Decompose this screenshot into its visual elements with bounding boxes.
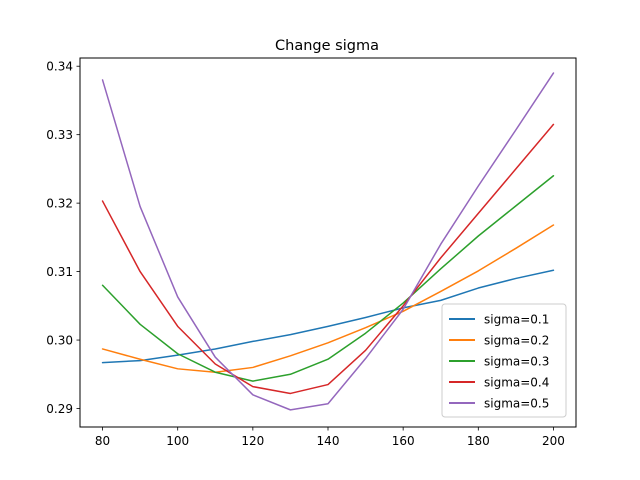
x-tick-label: 100 <box>166 434 189 448</box>
y-tick-label: 0.30 <box>46 333 73 347</box>
legend-label-5: sigma=0.5 <box>484 396 549 410</box>
y-tick-label: 0.34 <box>46 60 73 74</box>
x-tick-label: 200 <box>542 434 565 448</box>
series-line-3 <box>101 175 555 382</box>
x-tick-label: 180 <box>467 434 490 448</box>
legend: sigma=0.1 sigma=0.2 sigma=0.3 sigma=0.4 sigm… <box>441 303 567 418</box>
legend-label-3: sigma=0.3 <box>484 354 549 368</box>
legend-label-1: sigma=0.1 <box>484 312 549 326</box>
chart-title: Change sigma <box>275 38 379 54</box>
series-line-5 <box>101 72 555 411</box>
y-tick-label: 0.32 <box>46 196 73 210</box>
series-line-1 <box>101 269 555 364</box>
y-tick-label: 0.29 <box>46 402 73 416</box>
series-line-4 <box>101 123 555 395</box>
legend-label-4: sigma=0.4 <box>484 375 549 389</box>
x-tick-label: 160 <box>392 434 415 448</box>
x-tick-label: 120 <box>241 434 264 448</box>
x-tick-label: 80 <box>95 434 110 448</box>
plot-area <box>101 72 555 411</box>
axis-ticks: 80 100 120 140 160 180 200 0.29 0.30 0.31 0.32 0.33… <box>46 60 565 448</box>
series-line-2 <box>101 224 555 373</box>
x-tick-label: 140 <box>317 434 340 448</box>
y-tick-label: 0.31 <box>46 265 73 279</box>
legend-label-2: sigma=0.2 <box>484 333 549 347</box>
legend-box <box>441 303 567 418</box>
y-tick-label: 0.33 <box>46 128 73 142</box>
